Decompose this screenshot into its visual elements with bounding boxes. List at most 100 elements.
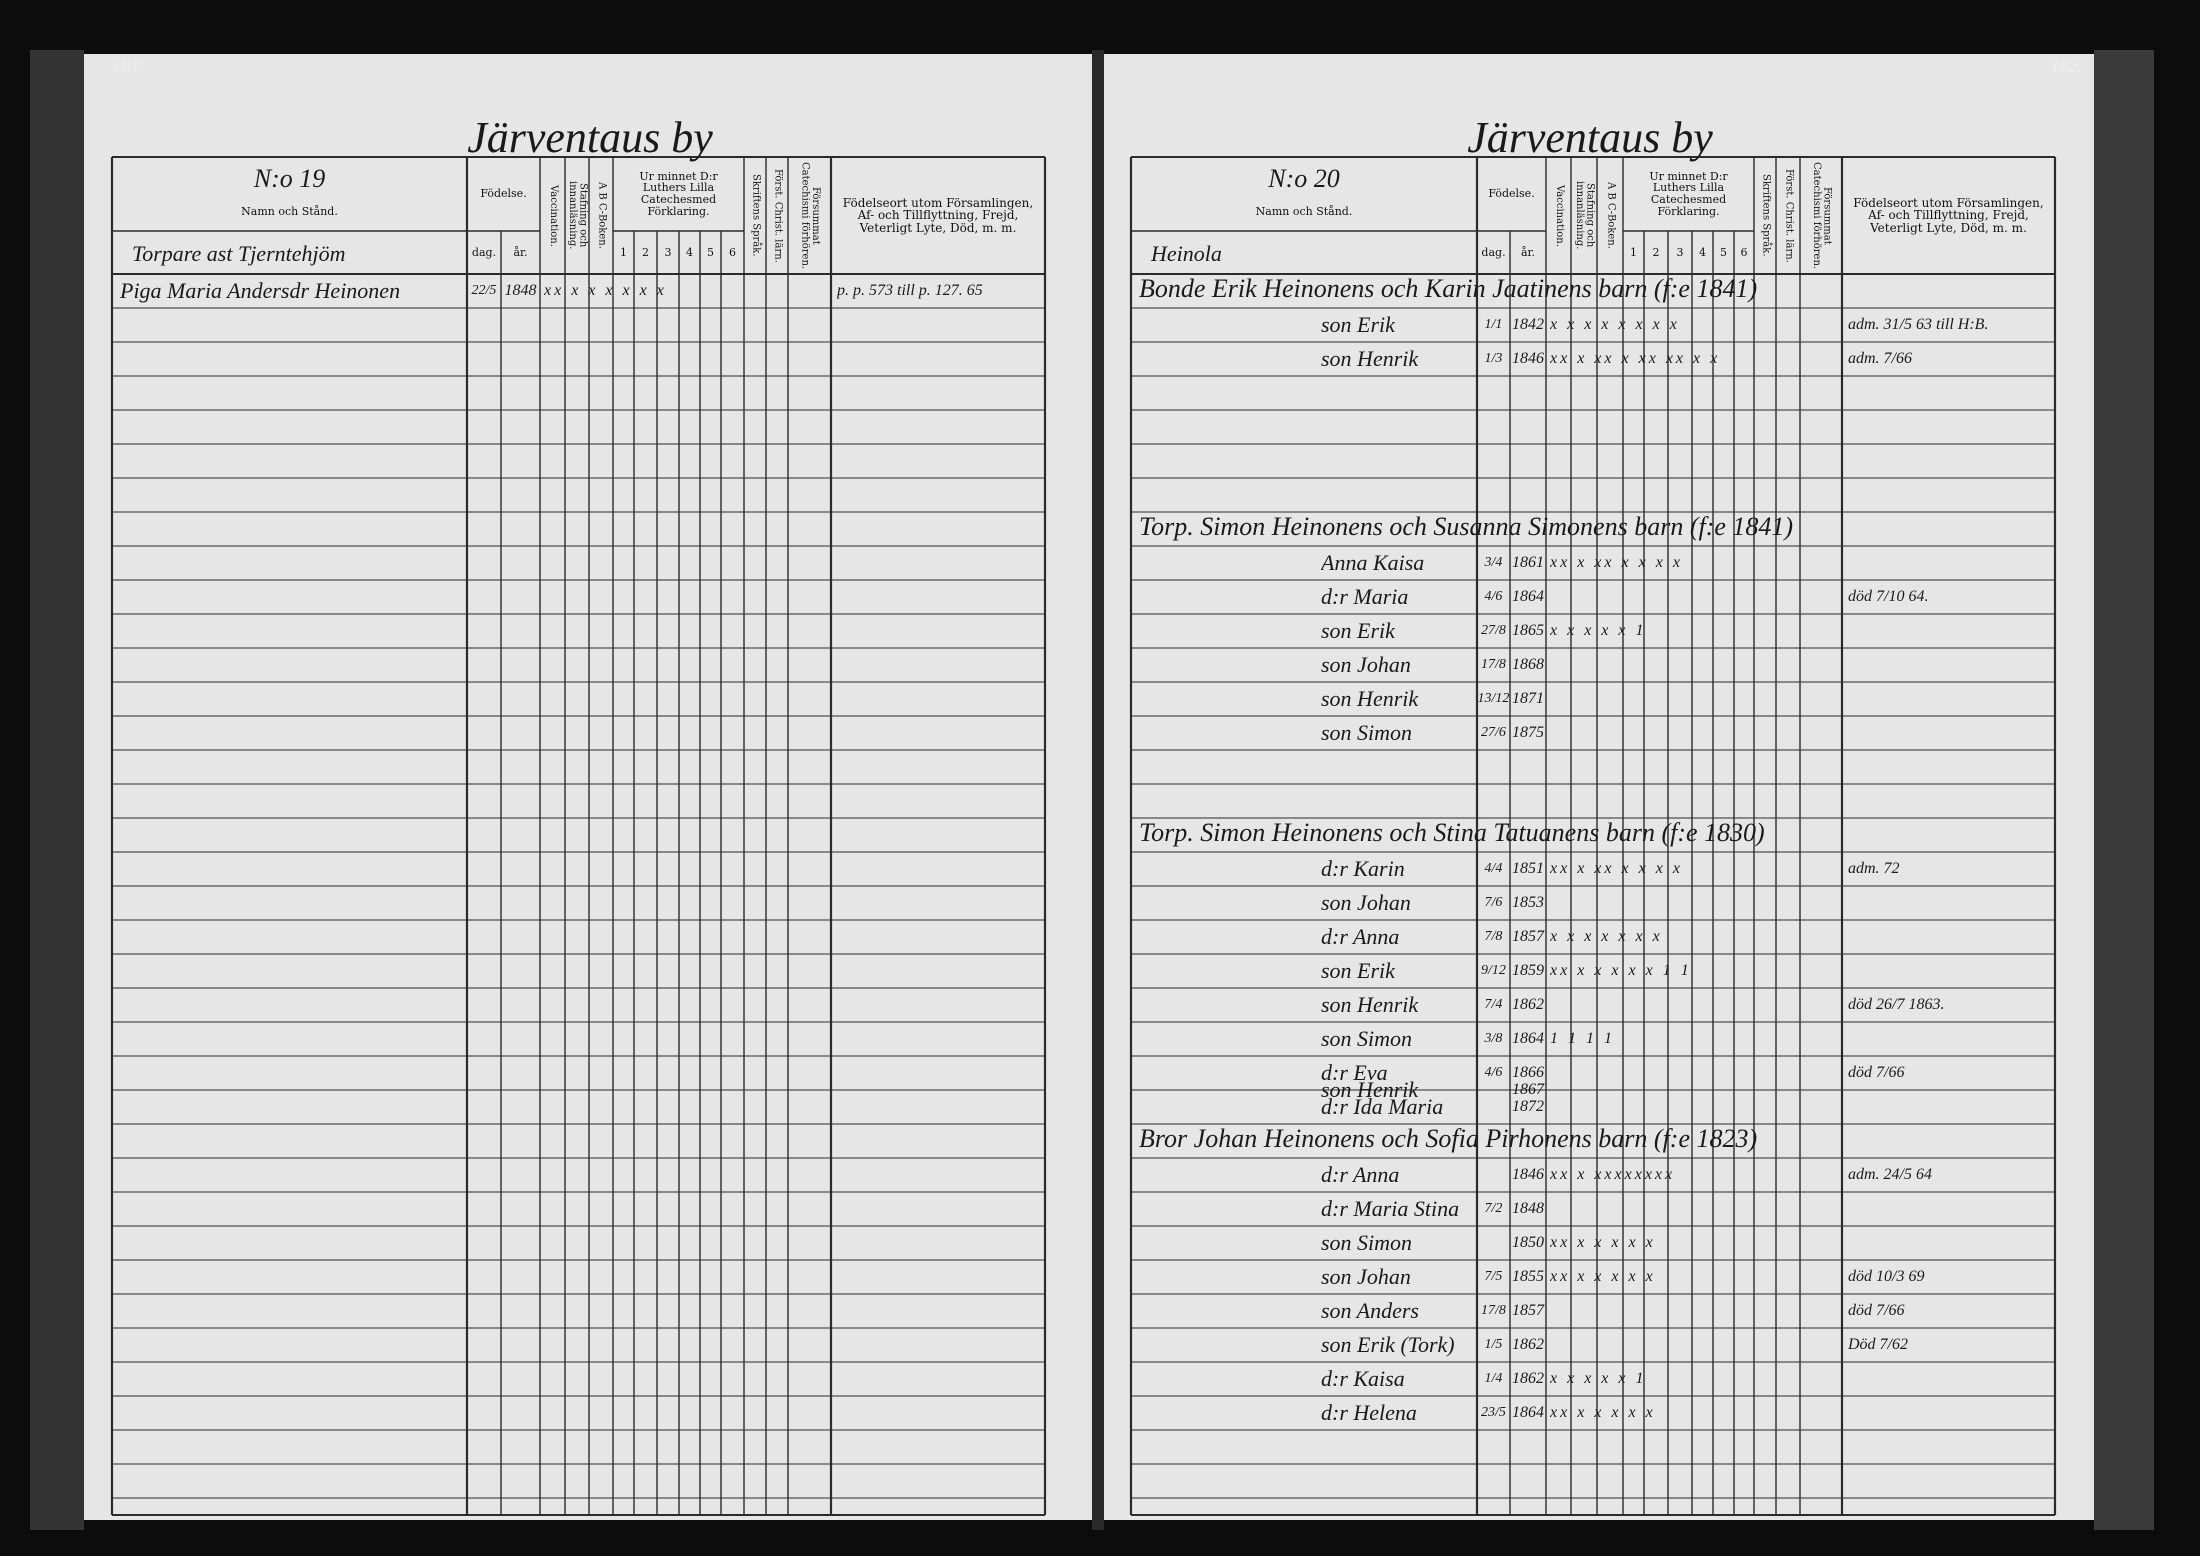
page-number: 182.: [2050, 55, 2082, 76]
entry-name: son Erik: [1321, 618, 1395, 644]
birth-day: 27/8: [1481, 622, 1506, 638]
birth-year: 1862: [1512, 1335, 1544, 1353]
entry-name: d:r Anna: [1321, 924, 1400, 950]
remarks: adm. 31/5 63 till H:B.: [1848, 315, 1989, 333]
reading-marks: 1 1 1 1: [1550, 1029, 1615, 1047]
birth-day: 1/1: [1484, 316, 1503, 332]
remarks: död 7/10 64.: [1848, 587, 1929, 605]
column-header: Födelseort utom Församlingen, Af- och Ti…: [1853, 195, 2044, 235]
column-header: Försummat Catechismi förhören.: [1811, 161, 1833, 270]
birth-day: 7/2: [1484, 1200, 1503, 1216]
entry-name: d:r Maria: [1321, 584, 1409, 610]
column-header: 4: [686, 245, 693, 259]
remarks: p. p. 573 till p. 127. 65: [837, 281, 983, 299]
column-header: dag.: [471, 245, 497, 259]
column-header: 6: [729, 245, 736, 259]
column-header: Vaccination.: [547, 184, 559, 247]
reading-marks: x x x x x x x: [1550, 927, 1663, 945]
entry-name: son Henrik: [1321, 992, 1419, 1018]
entry-name: d:r Karin: [1321, 856, 1405, 882]
entry-name: Piga Maria Andersdr Heinonen: [120, 278, 401, 304]
birth-year: 1865: [1512, 621, 1544, 639]
column-header: Födelseort utom Församlingen, Af- och Ti…: [842, 195, 1034, 235]
birth-day: 17/8: [1481, 1302, 1506, 1318]
birth-day: 1/4: [1484, 1370, 1503, 1386]
reading-marks: xx x x x x x: [1550, 1233, 1656, 1251]
column-header: 6: [1740, 245, 1748, 259]
birth-year: 1864: [1512, 587, 1544, 605]
column-header: 3: [664, 245, 672, 259]
birth-day: 7/5: [1484, 1268, 1503, 1284]
birth-year: 1862: [1512, 995, 1544, 1013]
birth-year: 1853: [1512, 893, 1544, 911]
birth-year: 1848: [504, 281, 537, 299]
family-heading: Torp. Simon Heinonens och Susanna Simone…: [1139, 512, 1794, 542]
column-header: Skriftens Språk.: [1760, 174, 1772, 257]
column-header: 2: [1652, 245, 1660, 259]
birth-day: 17/8: [1481, 656, 1506, 672]
birth-day: 7/4: [1484, 996, 1503, 1012]
column-header: Först. Christ. lärn.: [772, 168, 784, 263]
birth-year: 1861: [1512, 553, 1544, 571]
birth-year: 1857: [1512, 927, 1544, 945]
birth-day: 23/5: [1481, 1404, 1506, 1420]
column-header: 4: [1699, 245, 1706, 259]
birth-year: 1875: [1512, 723, 1544, 741]
entry-name: d:r Kaisa: [1321, 1366, 1405, 1392]
entry-name: son Erik (Tork): [1321, 1332, 1455, 1358]
birth-year: 1868: [1512, 655, 1544, 673]
column-header: Vaccination.: [1553, 184, 1565, 247]
birth-day: 4/6: [1484, 588, 1503, 604]
entry-name: d:r Anna: [1321, 1162, 1400, 1188]
birth-year: 1872: [1512, 1097, 1544, 1115]
column-header: A B C-Boken.: [1605, 182, 1617, 249]
birth-year: 1859: [1512, 961, 1544, 979]
birth-day: 27/6: [1481, 724, 1506, 740]
birth-year: 1846: [1512, 1165, 1544, 1183]
page-edges: [30, 50, 84, 1530]
remarks: adm. 24/5 64: [1848, 1165, 1932, 1183]
remarks: död 26/7 1863.: [1848, 995, 1945, 1013]
column-header: Namn och Stånd.: [1255, 205, 1353, 219]
reading-marks: x x x x x 1: [1550, 621, 1647, 639]
birth-year: 1864: [1512, 1403, 1544, 1421]
entry-name: d:r Helena: [1321, 1400, 1417, 1426]
reading-marks: xx x x x x x: [1550, 1267, 1656, 1285]
entry-name: son Johan: [1321, 890, 1411, 916]
entry-name: d:r Ida Maria: [1321, 1094, 1444, 1120]
village-title: Järventaus by: [467, 112, 713, 162]
column-header: Stafning och innanläsning.: [567, 181, 589, 250]
column-header: A B C-Boken.: [596, 182, 608, 249]
page-number: 181.: [112, 55, 144, 76]
birth-year: 1857: [1512, 1301, 1544, 1319]
column-header: Ur minnet D:r Luthers Lilla Catechesmed …: [1649, 169, 1728, 218]
column-header: år.: [513, 245, 528, 259]
column-header: 1: [620, 245, 627, 259]
birth-day: 13/12: [1477, 690, 1510, 706]
column-header: Stafning och innanläsning.: [1574, 181, 1596, 250]
column-header: dag.: [1481, 245, 1506, 259]
remarks: död 10/3 69: [1848, 1267, 1925, 1285]
entry-name: d:r Eva: [1321, 1060, 1388, 1086]
birth-year: 1851: [1512, 859, 1544, 877]
entry-name: son Simon: [1321, 1230, 1413, 1256]
birth-year: 1846: [1512, 349, 1544, 367]
reading-marks: xx x xx x x x x: [1550, 553, 1683, 571]
reading-marks: xx x xx x xx xx x x: [1550, 349, 1721, 367]
left-page: [84, 54, 1092, 1520]
entry-name: son Simon: [1321, 720, 1413, 746]
remarks: adm. 7/66: [1848, 349, 1912, 367]
column-header: Födelse.: [480, 187, 527, 201]
birth-day: 1/3: [1484, 350, 1503, 366]
entry-name: son Erik: [1321, 312, 1395, 338]
remarks: död 7/66: [1848, 1063, 1905, 1081]
reading-marks: xx x x x x x 1 1: [1550, 961, 1692, 979]
page-edges: [2094, 50, 2154, 1530]
birth-day: 4/4: [1484, 860, 1503, 876]
entry-name: son Anders: [1321, 1298, 1419, 1324]
column-header: Skriftens Språk.: [750, 174, 762, 257]
column-header: år.: [1520, 245, 1536, 259]
birth-day: 1/5: [1484, 1336, 1503, 1352]
